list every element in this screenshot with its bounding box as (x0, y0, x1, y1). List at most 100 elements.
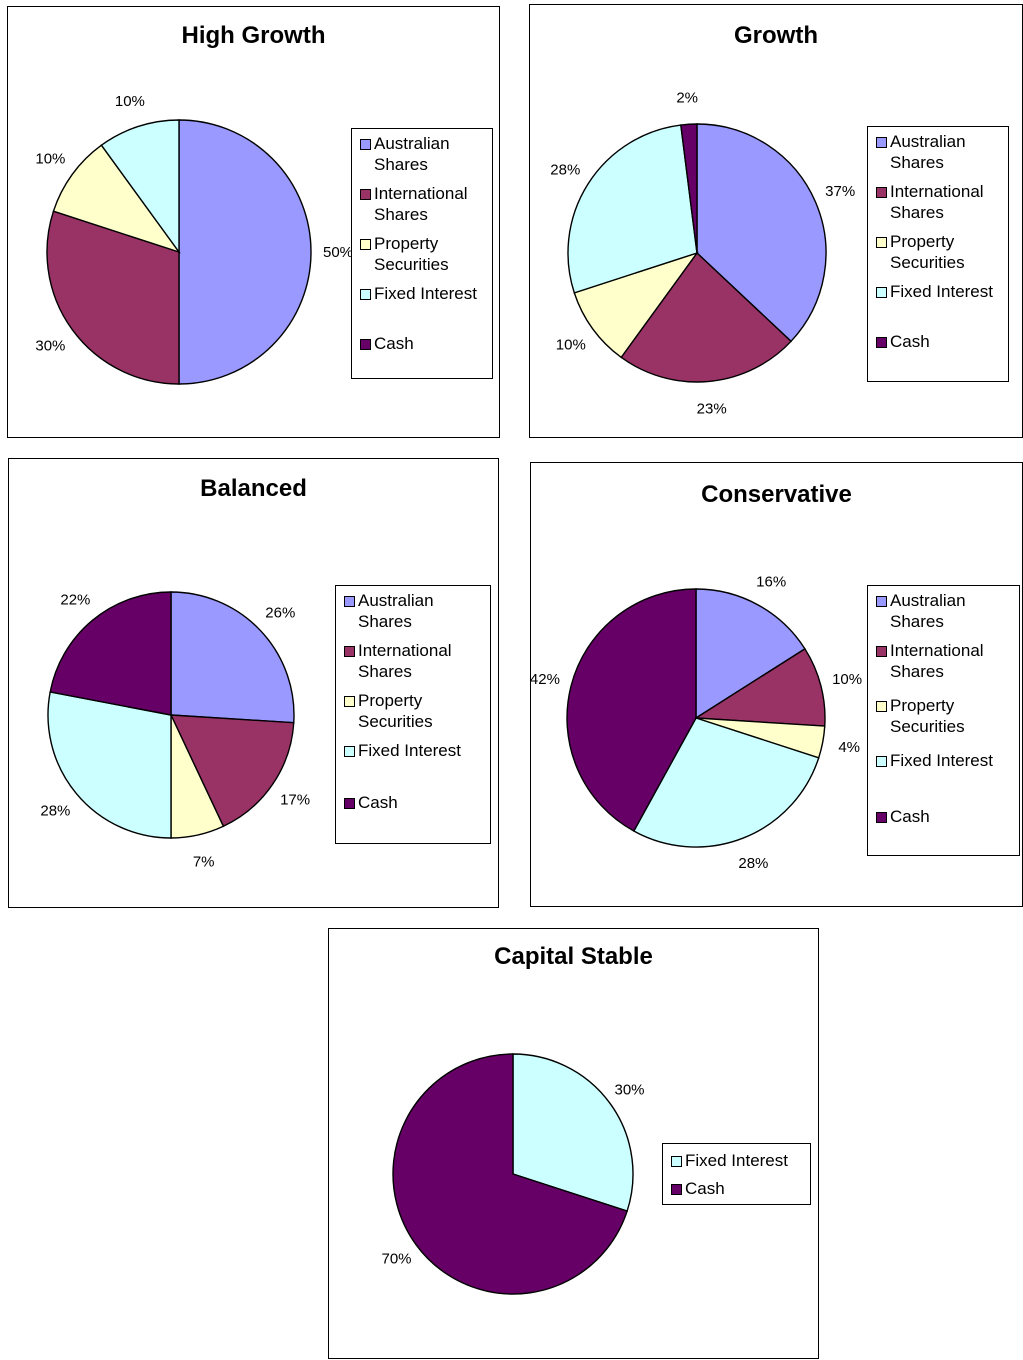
legend-swatch (876, 287, 887, 298)
legend-swatch (360, 189, 371, 200)
legend-swatch (360, 289, 371, 300)
legend-label: Property Securities (358, 691, 433, 731)
data-label-australian-shares: 37% (825, 183, 855, 200)
legend-swatch (360, 339, 371, 350)
chart-title: Growth (734, 22, 818, 49)
legend-swatch (360, 239, 371, 250)
legend-label: Cash (358, 793, 398, 812)
pie-slice-cash (566, 588, 697, 832)
legend-label: Property Securities (374, 234, 449, 274)
legend-label: Fixed Interest (685, 1151, 788, 1170)
chart-title: High Growth (181, 22, 326, 49)
pie-slice-international-shares (693, 647, 826, 727)
legend-swatch (360, 139, 371, 150)
chart-legend: Australian Shares International Shares Pro… (335, 585, 491, 844)
chart-title: Capital Stable (494, 943, 653, 970)
chart-panel-capital-stable: Capital Stable 30% 70% Fixed Interest Cash (328, 928, 819, 1359)
pie-slice-australian-shares (170, 591, 295, 724)
data-label-australian-shares: 50% (323, 244, 353, 261)
legend-label: International Shares (890, 641, 984, 681)
data-label-fixed-interest: 28% (550, 161, 580, 178)
pie-slice-property-securities (52, 144, 181, 254)
legend-swatch (344, 596, 355, 607)
pie-slice-property-securities (573, 251, 699, 359)
data-label-australian-shares: 16% (756, 573, 786, 590)
data-label-cash: 70% (381, 1251, 411, 1268)
chart-title: Conservative (701, 481, 852, 508)
chart-panel-conservative: Conservative 16% 10% 4% 28% 42% Australian S… (530, 462, 1023, 907)
legend-label: Cash (890, 807, 930, 826)
legend-swatch (344, 798, 355, 809)
legend-label: Fixed Interest (890, 751, 993, 770)
pie-slice-cash (680, 123, 698, 254)
pie-slice-fixed-interest (512, 1053, 634, 1212)
legend-label: Australian Shares (890, 132, 966, 172)
legend-label: International Shares (890, 182, 984, 222)
data-label-australian-shares: 26% (265, 604, 295, 621)
data-label-international-shares: 30% (35, 338, 65, 355)
legend-swatch (876, 137, 887, 148)
data-label-cash: 42% (530, 671, 560, 688)
chart-legend: Australian Shares International Shares Pro… (351, 128, 493, 379)
data-label-cash: 22% (60, 591, 90, 608)
legend-swatch (876, 337, 887, 348)
legend-swatch (671, 1184, 682, 1195)
data-label-fixed-interest: 10% (115, 93, 145, 110)
pie-chart-high-growth: 50% 30% 10% 10% (35, 93, 353, 385)
legend-swatch (344, 746, 355, 757)
data-label-international-shares: 23% (697, 400, 727, 417)
legend-label: Fixed Interest (374, 284, 477, 303)
pie-slice-australian-shares (178, 119, 312, 385)
legend-swatch (876, 646, 887, 657)
legend-label: International Shares (358, 641, 452, 681)
pie-slice-international-shares (46, 210, 180, 385)
legend-swatch (876, 812, 887, 823)
data-label-fixed-interest: 28% (40, 803, 70, 820)
chart-title: Balanced (200, 475, 307, 502)
legend-swatch (344, 646, 355, 657)
legend-label: Australian Shares (358, 591, 434, 631)
data-label-fixed-interest: 28% (738, 855, 768, 872)
data-label-property-securities: 7% (193, 853, 215, 870)
pie-chart-capital-stable: 30% 70% (381, 1053, 645, 1295)
legend-label: Cash (890, 332, 930, 351)
legend-label: Property Securities (890, 696, 965, 736)
legend-label: Fixed Interest (890, 282, 993, 301)
pie-chart-growth: 37% 23% 10% 28% 2% (550, 89, 855, 417)
pie-chart-conservative: 16% 10% 4% 28% 42% (530, 573, 862, 872)
legend-swatch (344, 696, 355, 707)
legend-label: Fixed Interest (358, 741, 461, 760)
legend-swatch (876, 237, 887, 248)
pie-slice-international-shares (620, 251, 793, 383)
legend-swatch (876, 701, 887, 712)
legend-label: Australian Shares (374, 134, 450, 174)
chart-panel-growth: Growth 37% 23% 10% 28% 2% Australian Shares I… (529, 4, 1023, 438)
legend-label: Cash (685, 1179, 725, 1198)
chart-legend: Australian Shares International Shares Pro… (867, 126, 1009, 382)
legend-label: Cash (374, 334, 414, 353)
pie-slice-australian-shares (695, 588, 806, 720)
pie-slice-cash (392, 1053, 629, 1295)
data-label-fixed-interest: 30% (614, 1081, 644, 1098)
chart-legend: Fixed Interest Cash (662, 1143, 811, 1205)
data-label-international-shares: 10% (832, 671, 862, 688)
pie-slice-fixed-interest (632, 717, 820, 848)
pie-slice-australian-shares (696, 123, 827, 343)
pie-slice-fixed-interest (100, 119, 180, 255)
data-label-property-securities: 4% (838, 739, 860, 756)
chart-legend: Australian Shares International Shares Pro… (867, 585, 1020, 856)
data-label-property-securities: 10% (556, 337, 586, 354)
legend-label: Property Securities (890, 232, 965, 272)
legend-swatch (876, 187, 887, 198)
pie-slice-cash (49, 591, 172, 716)
data-label-cash: 2% (676, 89, 698, 106)
chart-panel-balanced: Balanced 26% 17% 7% 28% 22% Australian Share… (8, 458, 499, 908)
pie-chart-balanced: 26% 17% 7% 28% 22% (40, 591, 310, 870)
legend-label: Australian Shares (890, 591, 966, 631)
pie-slice-international-shares (169, 714, 295, 828)
legend-swatch (671, 1156, 682, 1167)
legend-swatch (876, 596, 887, 607)
chart-panel-high-growth: High Growth 50% 30% 10% 10% Australian Shar… (7, 6, 500, 438)
data-label-international-shares: 17% (280, 791, 310, 808)
data-label-property-securities: 10% (35, 151, 65, 168)
